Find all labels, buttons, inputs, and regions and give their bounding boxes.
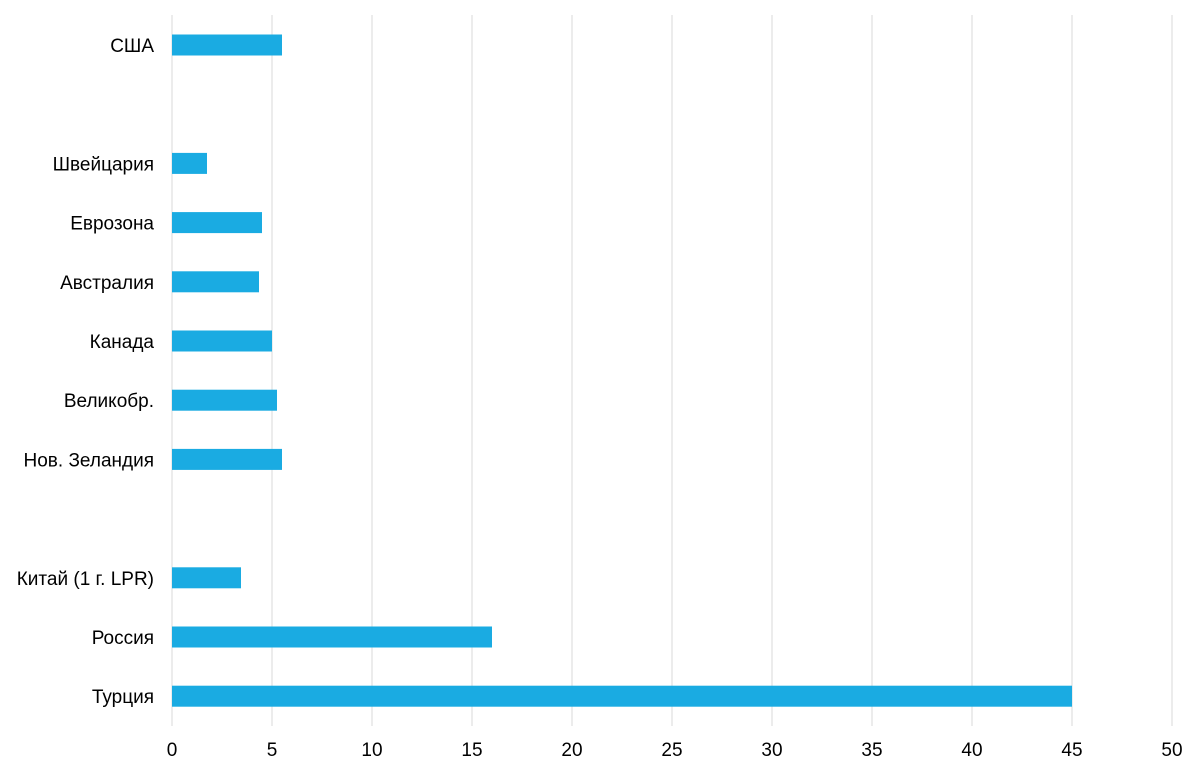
x-tick-label-35: 35: [861, 740, 882, 761]
x-tick-label-30: 30: [761, 740, 782, 761]
x-tick-label-15: 15: [461, 740, 482, 761]
bar-7: [172, 448, 282, 470]
x-tick-label-25: 25: [661, 740, 682, 761]
x-tick-labels: 0 5 10 15 20 25 30 35 40 45 50: [167, 740, 1183, 761]
category-label-10: Россия: [92, 628, 154, 649]
bar-3: [172, 212, 262, 234]
x-tick-label-40: 40: [961, 740, 982, 761]
bar-9: [172, 567, 241, 589]
gridlines: [171, 15, 1173, 726]
x-tick-label-45: 45: [1061, 740, 1082, 761]
category-label-0: США: [110, 36, 154, 57]
category-label-2: Швейцария: [53, 154, 154, 175]
bar-11: [172, 685, 1072, 707]
bar-5: [172, 330, 272, 352]
x-tick-label-20: 20: [561, 740, 582, 761]
category-label-6: Великобр.: [64, 391, 154, 412]
x-tick-label-5: 5: [267, 740, 278, 761]
category-label-11: Турция: [92, 687, 154, 708]
bar-10: [172, 626, 492, 648]
category-label-3: Еврозона: [70, 214, 154, 235]
bar-0: [172, 34, 282, 56]
bars: [172, 34, 1072, 707]
x-tick-label-10: 10: [361, 740, 382, 761]
bar-4: [172, 271, 259, 293]
category-label-7: Нов. Зеландия: [24, 450, 155, 471]
category-label-5: Канада: [90, 332, 155, 353]
bar-2: [172, 152, 207, 174]
category-labels: США Швейцария Еврозона Австралия Канада Велик…: [17, 36, 155, 708]
x-tick-label-50: 50: [1161, 740, 1182, 761]
x-tick-label-0: 0: [167, 740, 178, 761]
bar-6: [172, 389, 277, 411]
category-label-4: Австралия: [60, 273, 154, 294]
category-label-9: Китай (1 г. LPR): [17, 569, 154, 590]
